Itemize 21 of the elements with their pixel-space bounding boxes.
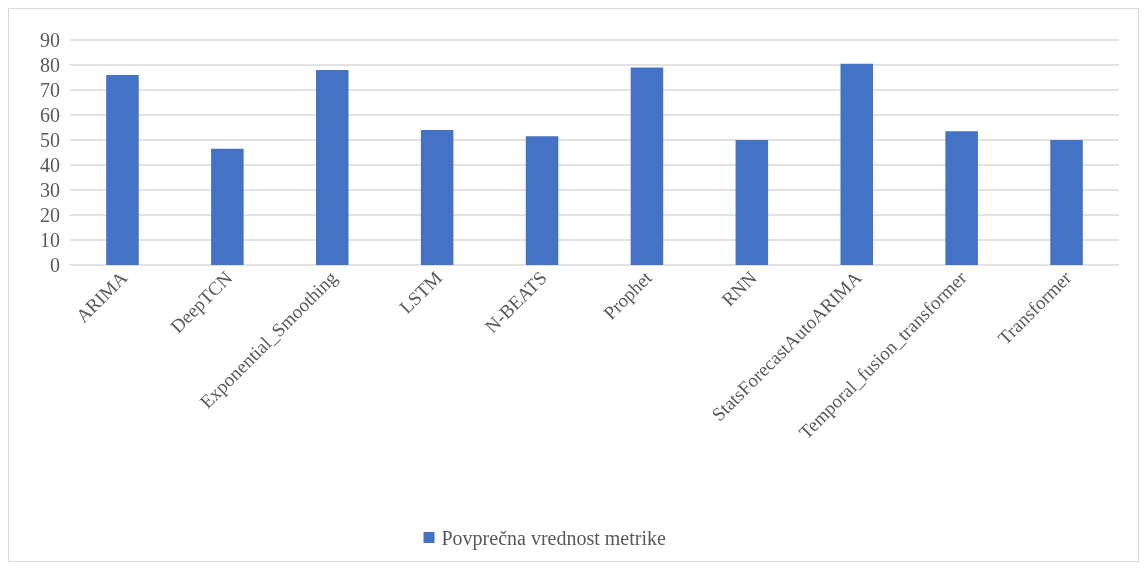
y-tick-label: 10 <box>40 229 60 251</box>
y-tick-label: 0 <box>50 254 60 276</box>
bar <box>211 148 244 265</box>
legend-label: Povprečna vrednost metrike <box>441 527 666 550</box>
y-tick-label: 70 <box>40 79 60 101</box>
y-tick-label: 40 <box>40 154 60 176</box>
y-tick-label: 30 <box>40 179 60 201</box>
bar <box>945 131 978 265</box>
bar <box>315 70 349 265</box>
y-tick-label: 50 <box>40 129 60 151</box>
bar <box>630 67 664 265</box>
bar <box>106 75 139 265</box>
y-tick-label: 80 <box>40 54 60 76</box>
bar <box>1050 140 1083 265</box>
bar <box>840 63 874 265</box>
bar <box>525 136 559 265</box>
bar <box>735 140 769 265</box>
bar <box>420 130 454 265</box>
y-tick-label: 90 <box>40 29 60 51</box>
y-tick-label: 60 <box>40 104 60 126</box>
y-tick-label: 20 <box>40 204 60 226</box>
